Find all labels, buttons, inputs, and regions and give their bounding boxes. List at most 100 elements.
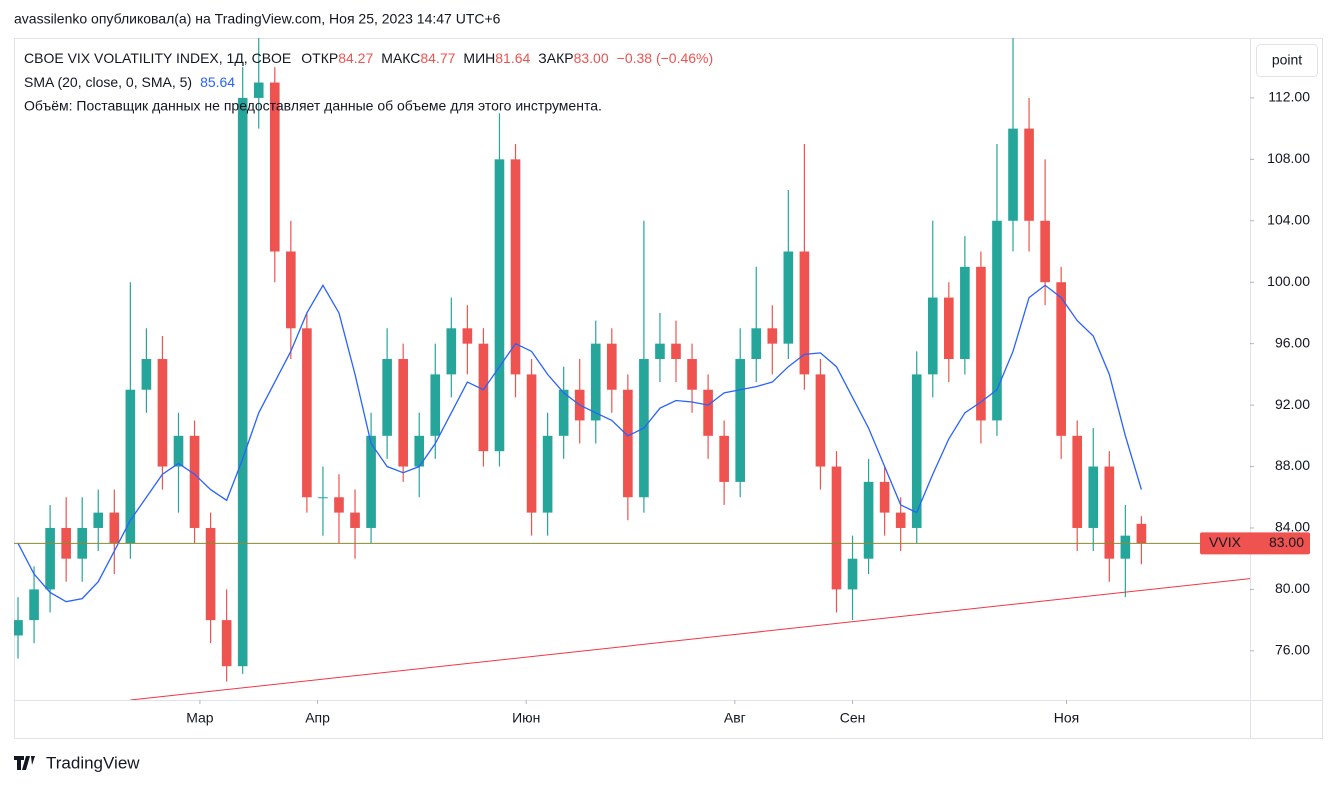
candle-body bbox=[462, 328, 473, 344]
candle-body bbox=[687, 359, 697, 390]
candle-body bbox=[1008, 128, 1018, 221]
candle-body bbox=[735, 359, 746, 482]
y-tick-label: 100.00 bbox=[1267, 273, 1310, 289]
logo: TradingView bbox=[14, 753, 140, 772]
last-price-symbol: VVIX bbox=[1209, 534, 1242, 550]
plot-area bbox=[14, 38, 1250, 700]
close-label: ЗАКР bbox=[538, 50, 573, 66]
candle-body bbox=[205, 527, 216, 621]
sma-legend: SMA (20, close, 0, SMA, 5) 85.64 bbox=[24, 74, 235, 90]
candle-body bbox=[879, 481, 890, 513]
x-tick-label: Мар bbox=[186, 710, 214, 726]
sma-value: 85.64 bbox=[200, 74, 235, 90]
candle-body bbox=[318, 497, 328, 499]
last-price-label: 83.00 bbox=[1269, 534, 1304, 550]
candle-body bbox=[703, 389, 713, 436]
candle-body bbox=[911, 374, 922, 528]
candle-body bbox=[606, 343, 617, 390]
candle-body bbox=[831, 466, 842, 590]
header: avassilenko опубликовал(а) на TradingVie… bbox=[14, 11, 501, 27]
candle-body bbox=[398, 359, 408, 467]
candle-body bbox=[29, 589, 39, 621]
candle-body bbox=[189, 435, 200, 528]
candle-body bbox=[847, 558, 858, 590]
candle-body bbox=[526, 374, 537, 513]
legend-line: CBOE VIX VOLATILITY INDEX, 1Д, CBOE ОТКР8… bbox=[24, 50, 713, 66]
candle-body bbox=[542, 435, 553, 513]
candle-body bbox=[671, 343, 681, 360]
candle-body bbox=[45, 527, 55, 590]
candle-body bbox=[1136, 523, 1147, 544]
trend-line bbox=[130, 578, 1250, 700]
candle-body bbox=[350, 512, 360, 528]
point-button-label[interactable]: point bbox=[1272, 52, 1302, 68]
candle-body bbox=[927, 297, 938, 375]
change: −0.38 (−0.46%) bbox=[617, 50, 714, 66]
candle-body bbox=[221, 620, 232, 667]
y-tick-label: 108.00 bbox=[1267, 150, 1310, 166]
candle-body bbox=[382, 359, 392, 436]
candle-body bbox=[334, 497, 344, 513]
candle-body bbox=[590, 343, 601, 421]
y-tick-label: 104.00 bbox=[1267, 211, 1310, 227]
chart-frame bbox=[14, 38, 1323, 739]
last-price-box bbox=[1200, 532, 1310, 555]
candle-body bbox=[253, 82, 264, 98]
volume-note: Объём: Поставщик данных не предоставляет… bbox=[24, 98, 602, 114]
low-label: МИН bbox=[463, 50, 495, 66]
y-tick-label: 96.00 bbox=[1275, 334, 1310, 350]
low-value: 81.64 bbox=[495, 50, 530, 66]
candle-body bbox=[286, 251, 296, 329]
candle-body bbox=[269, 82, 280, 252]
candle-body bbox=[302, 328, 312, 498]
logo-text: TradingView bbox=[46, 753, 140, 772]
y-tick-label: 92.00 bbox=[1275, 396, 1310, 412]
y-tick-label: 88.00 bbox=[1275, 457, 1310, 473]
sma-name: SMA (20, close, 0, SMA, 5) bbox=[24, 74, 192, 90]
x-tick-label: Июн bbox=[512, 710, 540, 726]
candle-body bbox=[976, 266, 986, 421]
candle-body bbox=[430, 374, 441, 436]
candle-body bbox=[510, 159, 521, 375]
x-tick-label: Ноя bbox=[1054, 710, 1079, 726]
y-tick-label: 112.00 bbox=[1268, 89, 1310, 105]
high-value: 84.77 bbox=[420, 50, 455, 66]
y-tick-label: 84.00 bbox=[1275, 519, 1310, 535]
candle-body bbox=[1104, 466, 1115, 559]
symbol-title: CBOE VIX VOLATILITY INDEX, 1Д, CBOE bbox=[24, 50, 291, 66]
candle-body bbox=[558, 389, 569, 436]
high-label: МАКС bbox=[381, 50, 420, 66]
logo-icon bbox=[14, 756, 35, 770]
candle-body bbox=[237, 97, 248, 667]
candle-body bbox=[414, 435, 425, 467]
candle-body bbox=[783, 251, 794, 344]
x-tick-label: Сен bbox=[840, 710, 866, 726]
candle-body bbox=[655, 343, 665, 360]
candle-body bbox=[960, 266, 970, 360]
open-value: 84.27 bbox=[338, 50, 373, 66]
candle-body bbox=[494, 159, 505, 452]
candle-body bbox=[1088, 466, 1099, 528]
candle-body bbox=[895, 512, 906, 528]
candle-body bbox=[719, 435, 729, 482]
candle-body bbox=[141, 359, 152, 390]
x-tick-label: Авг bbox=[724, 710, 746, 726]
point-button[interactable] bbox=[1256, 44, 1318, 77]
candle-body bbox=[944, 297, 954, 360]
candle-body bbox=[623, 389, 633, 498]
candle-body bbox=[1056, 282, 1066, 436]
candle-body bbox=[125, 389, 136, 544]
candle-body bbox=[1024, 128, 1034, 221]
x-tick-label: Апр bbox=[305, 710, 330, 726]
open-label: ОТКР bbox=[301, 50, 338, 66]
candle-body bbox=[366, 435, 376, 528]
axes: 76.00 80.00 84.00 88.00 92.00 96.00 100.00 104.… bbox=[186, 89, 1310, 726]
candle-body bbox=[173, 435, 184, 467]
candle-body bbox=[446, 328, 457, 375]
sma-line bbox=[17, 283, 1143, 603]
candle-body bbox=[815, 374, 826, 467]
candle-body bbox=[1120, 535, 1131, 559]
candle-body bbox=[863, 481, 874, 559]
